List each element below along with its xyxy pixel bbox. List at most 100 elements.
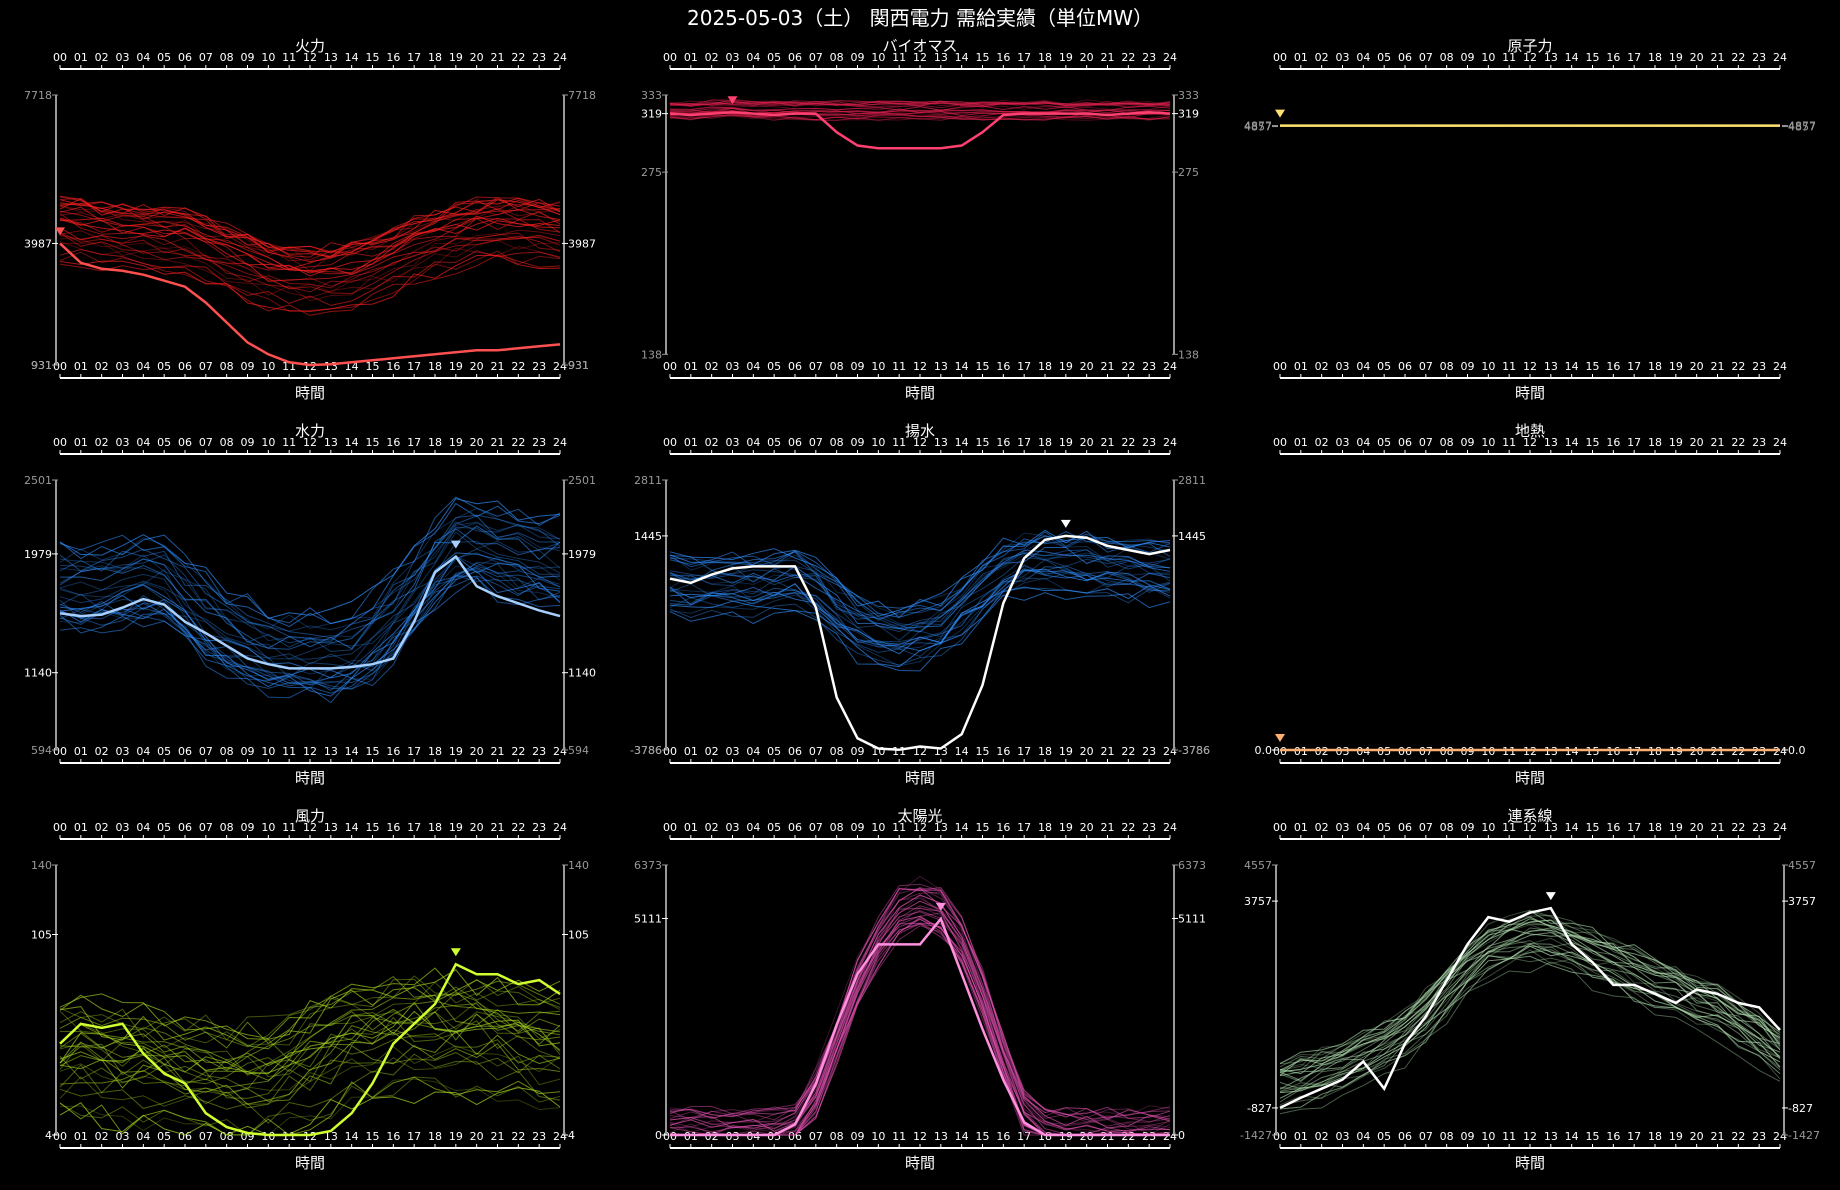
hour-tick-label: 01: [1294, 360, 1308, 373]
history-line: [59, 522, 561, 632]
history-line: [59, 1030, 561, 1105]
hour-tick-label: 13: [934, 360, 948, 373]
x-axis-label: 時間: [1515, 384, 1545, 402]
hour-tick-label: 18: [1648, 360, 1662, 373]
hour-tick-label: 12: [303, 821, 317, 834]
series-line-today: [1279, 906, 1781, 1110]
y-tick-label-right: -827: [1788, 1102, 1813, 1115]
hour-tick-label: 11: [892, 51, 906, 64]
hour-tick-label: 18: [428, 436, 442, 449]
y-tick-label-right: 6373: [1178, 859, 1206, 872]
series-line-today: [669, 534, 1171, 752]
history-line: [59, 978, 561, 1048]
hour-tick-label: 16: [1606, 436, 1620, 449]
y-tick-label-right: 105: [568, 928, 589, 941]
y-tick-label-right: 1445: [1178, 530, 1206, 543]
hour-tick-label: 18: [1038, 436, 1052, 449]
history-line: [59, 992, 561, 1071]
history-line: [1279, 946, 1781, 1091]
history-line: [669, 107, 1171, 115]
hour-tick-label: 17: [1627, 1130, 1641, 1143]
hour-tick-label: 10: [871, 821, 885, 834]
hour-tick-label: 17: [1017, 1130, 1031, 1143]
panel-title: 原子力: [1507, 37, 1552, 55]
history-line: [669, 102, 1171, 108]
hour-tick-label: 10: [261, 821, 275, 834]
hour-tick-label: 00: [53, 436, 67, 449]
panel-3: 水力 00 01 02 03 04 05 06 07 08 09 10 11 12 13 14 15 16 17 18…: [24, 422, 596, 787]
hour-tick-label: 16: [386, 360, 400, 373]
history-line: [669, 568, 1171, 645]
hour-tick-label: 07: [199, 1130, 213, 1143]
y-tick-label-left: 333: [641, 89, 662, 102]
hour-tick-label: 22: [511, 821, 525, 834]
hour-tick-label: 15: [976, 436, 990, 449]
hour-tick-label: 23: [1142, 360, 1156, 373]
hour-tick-label: 21: [1101, 360, 1115, 373]
hour-tick-label: 06: [1398, 360, 1412, 373]
hour-tick-label: 09: [1461, 436, 1475, 449]
hour-tick-label: 02: [705, 745, 719, 758]
hour-tick-label: 23: [1752, 1130, 1766, 1143]
hour-tick-label: 00: [663, 821, 677, 834]
hour-tick-label: 11: [892, 436, 906, 449]
history-line: [669, 99, 1171, 106]
history-line: [59, 568, 561, 686]
peak-marker: [935, 902, 946, 911]
hour-tick-label: 05: [767, 821, 781, 834]
history-line: [670, 922, 1170, 1136]
history-line: [669, 900, 1171, 1136]
hour-tick-label: 12: [303, 745, 317, 758]
y-tick-label-right: 2501: [568, 474, 596, 487]
hour-tick-label: 06: [1398, 821, 1412, 834]
hour-tick-label: 09: [851, 745, 865, 758]
hour-tick-label: 13: [1544, 745, 1558, 758]
history-line: [1279, 909, 1781, 1064]
hour-tick-label: 00: [663, 51, 677, 64]
hour-tick-label: 02: [705, 821, 719, 834]
hour-tick-label: 20: [1080, 745, 1094, 758]
history-line: [59, 540, 561, 660]
hour-tick-label: 22: [1121, 821, 1135, 834]
hour-tick-label: 22: [511, 51, 525, 64]
hour-tick-label: 13: [934, 51, 948, 64]
hour-tick-label: 19: [1669, 51, 1683, 64]
hour-tick-label: 17: [1627, 745, 1641, 758]
history-line: [59, 198, 561, 259]
hour-tick-label: 16: [1606, 821, 1620, 834]
history-line: [670, 915, 1170, 1136]
hour-tick-label: 06: [1398, 51, 1412, 64]
panel-4: 揚水 00 01 02 03 04 05 06 07 08 09 10 11 12 13 14 15 16 17 18…: [630, 422, 1210, 787]
hour-tick-label: 02: [1315, 51, 1329, 64]
hour-tick-label: 20: [1690, 821, 1704, 834]
hour-tick-label: 09: [851, 1130, 865, 1143]
history-line: [59, 217, 561, 277]
hour-tick-label: 23: [1752, 745, 1766, 758]
hour-tick-label: 23: [1752, 360, 1766, 373]
hour-tick-label: 22: [1731, 821, 1745, 834]
history-line: [669, 549, 1171, 633]
hour-tick-label: 19: [1669, 1130, 1683, 1143]
history-line: [59, 208, 561, 270]
hour-tick-label: 15: [1586, 1130, 1600, 1143]
history-line: [59, 227, 561, 283]
hour-tick-label: 14: [345, 436, 359, 449]
history-line: [59, 987, 561, 1050]
series-line-today: [59, 242, 561, 367]
hour-tick-label: 15: [366, 821, 380, 834]
y-tick-label-left: 7718: [24, 89, 52, 102]
y-tick-label-right: 333: [1178, 89, 1199, 102]
history-line: [669, 113, 1171, 121]
y-tick-label-right: -3786: [1178, 744, 1210, 757]
hour-tick-label: 24: [553, 436, 567, 449]
hour-tick-label: 00: [53, 821, 67, 834]
hour-tick-label: 14: [345, 1130, 359, 1143]
hour-tick-label: 10: [261, 745, 275, 758]
hour-tick-label: 02: [1315, 436, 1329, 449]
hour-tick-label: 06: [788, 436, 802, 449]
history-line: [59, 498, 561, 619]
hour-tick-label: 07: [199, 745, 213, 758]
y-tick-label-right: 5111: [1178, 912, 1206, 925]
hour-tick-label: 14: [1565, 1130, 1579, 1143]
